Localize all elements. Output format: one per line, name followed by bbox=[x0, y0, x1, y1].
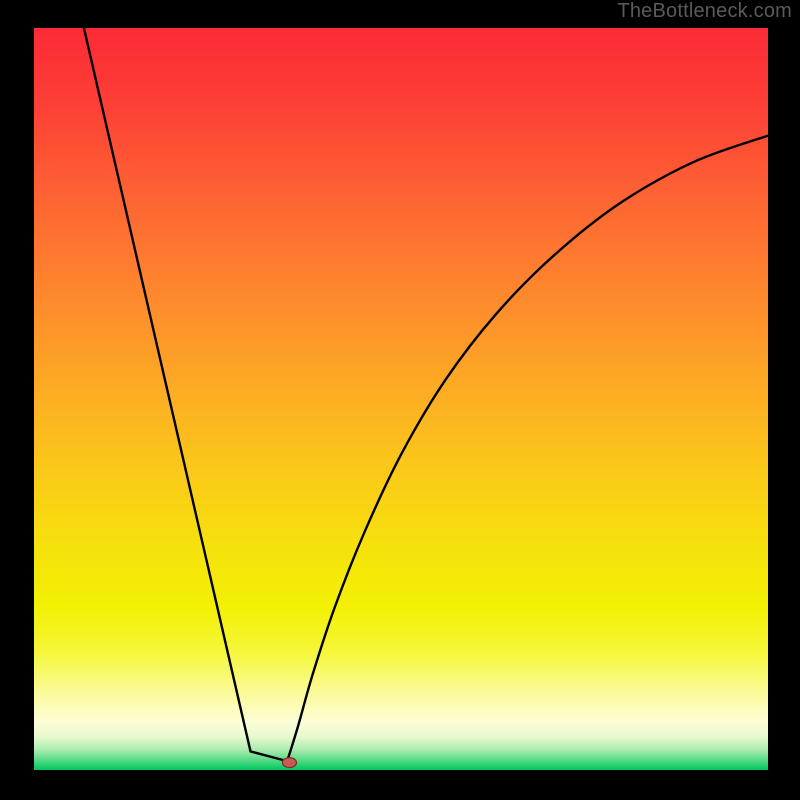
bottleneck-curve bbox=[84, 28, 768, 764]
chart-container: TheBottleneck.com bbox=[0, 0, 800, 800]
plot-area bbox=[34, 28, 768, 770]
minimum-marker bbox=[282, 758, 296, 768]
curve-overlay bbox=[34, 28, 768, 770]
watermark-text: TheBottleneck.com bbox=[617, 0, 792, 23]
